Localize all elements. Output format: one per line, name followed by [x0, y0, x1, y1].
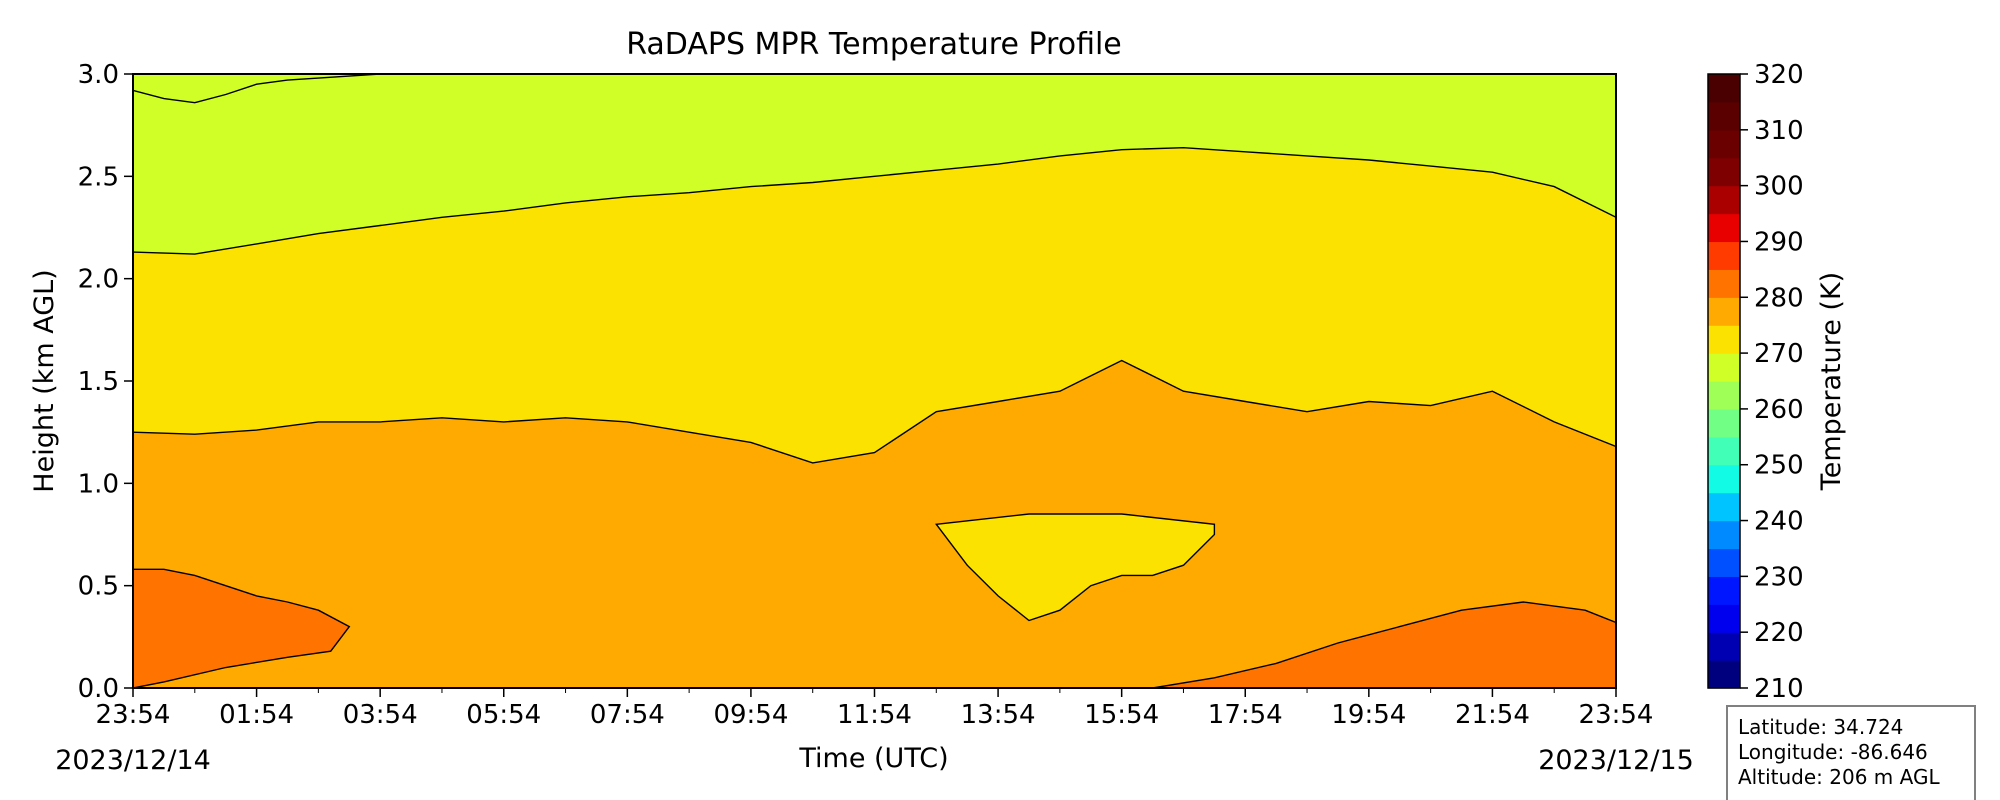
colorbar-swatch: [1708, 129, 1740, 159]
colorbar-swatch: [1708, 74, 1740, 103]
colorbar: 210 220 230 240 250 260 270 280 290 300 310 320 Tem…: [1707, 60, 1847, 704]
colorbar-label: Temperature (K): [1816, 272, 1847, 491]
info-box-frame: [1726, 705, 1976, 800]
contour-lines: [133, 74, 1616, 688]
colorbar-swatch: [1708, 213, 1740, 243]
contour-line-265-0: [133, 74, 578, 104]
colorbar-tick-label: 260: [1754, 395, 1804, 425]
y-tick-label: 3.0: [78, 60, 119, 90]
contour-fill-bands: [133, 74, 1616, 688]
colorbar-swatch: [1708, 297, 1740, 326]
colorbar-swatch: [1708, 576, 1740, 605]
start-date-label: 2023/12/14: [55, 745, 211, 776]
band-280-285-left: [133, 569, 350, 688]
x-axis-label: Time (UTC): [798, 743, 948, 774]
colorbar-swatch: [1708, 269, 1740, 298]
x-tick-label: 21:54: [1455, 700, 1530, 730]
colorbar-swatch: [1708, 464, 1740, 494]
colorbar-swatch: [1708, 353, 1740, 382]
y-tick-label: 0.0: [78, 674, 119, 704]
colorbar-tick-label: 220: [1754, 618, 1804, 648]
x-tick-label: 13:54: [961, 700, 1036, 730]
y-axis: 0.0 0.5 1.0 1.5 2.0 2.5 3.0: [78, 60, 133, 704]
colorbar-swatch: [1708, 101, 1740, 131]
colorbar-tick-label: 290: [1754, 227, 1804, 257]
plot-area: [132, 73, 1617, 689]
x-tick-label: 09:54: [713, 700, 788, 730]
location-info-box: Latitude: 34.724 Longitude: -86.646 Alti…: [1726, 705, 1976, 800]
latitude-text: Latitude: 34.724: [1738, 715, 1903, 739]
x-tick-label: 15:54: [1084, 700, 1159, 730]
y-tick-label: 2.0: [78, 265, 119, 295]
colorbar-swatch: [1708, 157, 1740, 187]
colorbar-swatch: [1708, 408, 1740, 438]
colorbar-swatch: [1708, 185, 1740, 215]
colorbar-tick-label: 250: [1754, 451, 1804, 481]
colorbar-swatch: [1708, 241, 1740, 270]
colorbar-swatch: [1708, 325, 1740, 354]
colorbar-tick-label: 240: [1754, 507, 1804, 537]
colorbar-swatch: [1708, 381, 1740, 410]
contour-line-280-5: [1152, 601, 1616, 688]
x-tick-label: 23:54: [96, 700, 171, 730]
colorbar-ticks: 210 220 230 240 250 260 270 280 290 300 310 320: [1740, 60, 1804, 704]
colorbar-tick-label: 310: [1754, 116, 1804, 146]
contour-line-275-2: [133, 359, 1616, 464]
x-tick-label: 07:54: [590, 700, 665, 730]
x-tick-label: 05:54: [466, 700, 541, 730]
x-tick-label: 11:54: [837, 700, 912, 730]
colorbar-swatch: [1708, 492, 1740, 522]
colorbar-swatch: [1708, 660, 1740, 689]
colorbar-tick-label: 210: [1754, 674, 1804, 704]
y-tick-label: 2.5: [78, 162, 119, 192]
colorbar-swatch: [1708, 632, 1740, 661]
colorbar-swatch: [1708, 604, 1740, 633]
contour-line-270-1: [133, 146, 1616, 255]
x-axis: 23:54 01:54 03:54 05:54 07:54 09:54 11:54 13:54…: [96, 688, 1654, 730]
band-275-280: [133, 360, 1616, 688]
y-tick-label: 1.0: [78, 469, 119, 499]
x-tick-label: 03:54: [343, 700, 418, 730]
colorbar-frame: [1707, 73, 1741, 689]
end-date-label: 2023/12/15: [1538, 745, 1694, 776]
y-tick-label: 1.5: [78, 367, 119, 397]
colorbar-tick-label: 270: [1754, 339, 1804, 369]
y-axis-label: Height (km AGL): [29, 269, 60, 492]
colorbar-tick-label: 280: [1754, 283, 1804, 313]
colorbar-tick-label: 230: [1754, 562, 1804, 592]
colorbar-swatch: [1708, 548, 1740, 577]
x-tick-label: 01:54: [219, 700, 294, 730]
x-tick-label: 19:54: [1331, 700, 1406, 730]
colorbar-swatch: [1708, 436, 1740, 466]
altitude-text: Altitude: 206 m AGL: [1738, 765, 1940, 789]
colorbar-tick-label: 320: [1754, 60, 1804, 90]
longitude-text: Longitude: -86.646: [1738, 740, 1928, 764]
x-tick-label: 23:54: [1579, 700, 1654, 730]
contour-line-275-3: [934, 513, 1216, 622]
band-island-270-275: [936, 514, 1215, 621]
contour-line-280-4: [133, 568, 351, 688]
chart-title: RaDAPS MPR Temperature Profile: [626, 27, 1122, 62]
colorbar-swatches: [1708, 74, 1740, 689]
x-tick-label: 17:54: [1208, 700, 1283, 730]
colorbar-swatch: [1708, 520, 1740, 550]
band-280-285-right: [1152, 602, 1616, 688]
y-tick-label: 0.5: [78, 572, 119, 602]
colorbar-tick-label: 300: [1754, 172, 1804, 202]
